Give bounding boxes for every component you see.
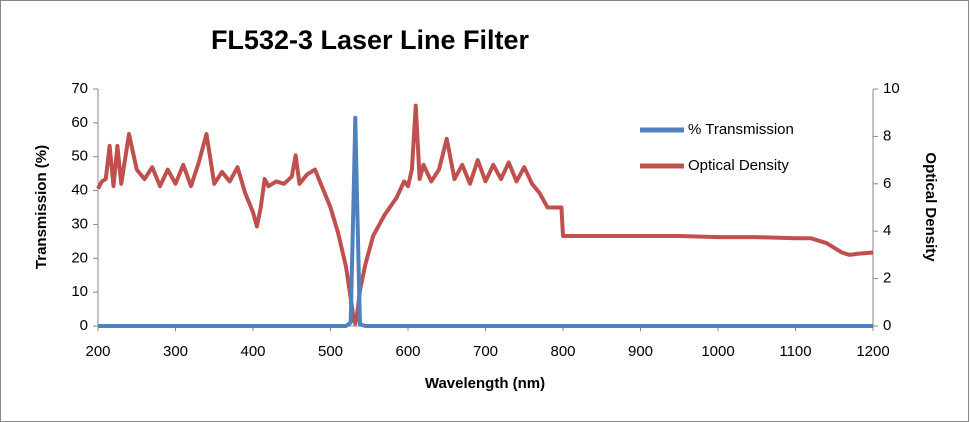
x-tick-label: 500 [318, 343, 343, 360]
y2-axis-title: Optical Density [922, 152, 939, 262]
series-line [96, 103, 874, 326]
y-tick-label: 10 [71, 283, 88, 300]
series-line [98, 115, 873, 328]
x-tick-label: 200 [85, 343, 110, 360]
x-tick-label: 1200 [856, 343, 889, 360]
y2-tick-label: 2 [883, 270, 891, 287]
chart-title: FL532-3 Laser Line Filter [211, 25, 530, 55]
x-tick-label: 1000 [701, 343, 734, 360]
y-tick-label: 0 [80, 317, 88, 334]
y-tick-label: 60 [71, 114, 88, 131]
y-tick-label: 50 [71, 148, 88, 165]
x-tick-label: 800 [550, 343, 575, 360]
x-tick-label: 700 [473, 343, 498, 360]
x-axis-title: Wavelength (nm) [425, 375, 545, 392]
x-tick-label: 900 [628, 343, 653, 360]
x-tick-label: 1100 [779, 343, 811, 360]
y2-tick-label: 0 [883, 317, 891, 334]
y-tick-label: 20 [71, 249, 88, 266]
x-tick-label: 400 [240, 343, 265, 360]
y-tick-label: 40 [71, 182, 88, 199]
y2-tick-label: 8 [883, 127, 891, 144]
legend-label: Optical Density [688, 157, 789, 174]
y2-tick-label: 6 [883, 175, 891, 192]
y-tick-label: 70 [71, 80, 88, 97]
y-tick-label: 30 [71, 215, 88, 232]
y2-tick-label: 4 [883, 222, 891, 239]
x-tick-label: 600 [395, 343, 420, 360]
y2-tick-label: 10 [883, 80, 900, 97]
y-axis-title: Transmission (%) [33, 145, 50, 269]
legend-label: % Transmission [688, 121, 794, 138]
x-tick-label: 300 [163, 343, 188, 360]
